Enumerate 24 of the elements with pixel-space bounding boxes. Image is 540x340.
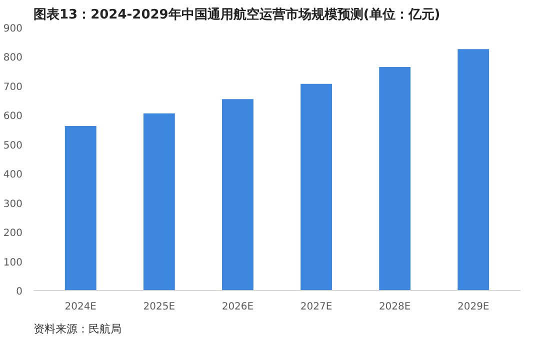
y-tick-label: 0 bbox=[16, 286, 23, 298]
y-tick-label: 100 bbox=[3, 257, 23, 268]
y-tick-label: 200 bbox=[3, 228, 23, 240]
bar bbox=[379, 66, 411, 290]
chart-title: 图表13：2024-2029年中国通用航空运营市场规模预测(单位：亿元) bbox=[34, 6, 440, 22]
x-tick-label: 2029E bbox=[457, 302, 490, 312]
y-tick-label: 600 bbox=[3, 111, 23, 122]
x-tick-label: 2028E bbox=[378, 302, 411, 312]
bar bbox=[458, 49, 490, 290]
bar bbox=[64, 126, 96, 290]
x-tick-label: 2024E bbox=[64, 302, 97, 312]
y-tick-label: 500 bbox=[3, 140, 23, 152]
y-tick-label: 900 bbox=[3, 24, 23, 34]
bar bbox=[300, 84, 332, 290]
y-tick-label: 700 bbox=[3, 82, 23, 93]
y-tick-label: 400 bbox=[3, 170, 23, 181]
bar bbox=[143, 113, 175, 290]
x-tick-label: 2026E bbox=[222, 302, 254, 312]
x-tick-label: 2025E bbox=[143, 302, 176, 312]
bar bbox=[222, 99, 254, 290]
y-tick-label: 300 bbox=[3, 198, 23, 210]
text: 资料来源：民航局 bbox=[34, 322, 122, 336]
y-tick-label: 800 bbox=[3, 52, 23, 64]
x-tick-label: 2027E bbox=[300, 302, 332, 312]
